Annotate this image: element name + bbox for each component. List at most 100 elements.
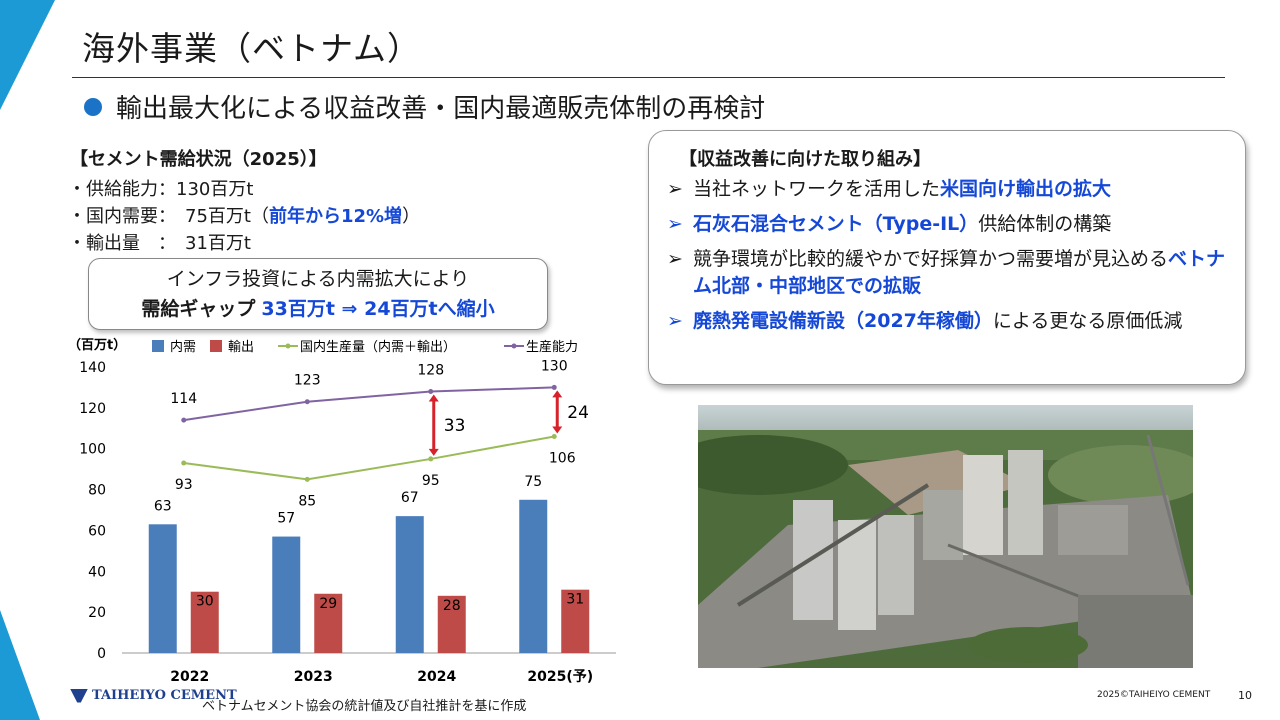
line-point bbox=[428, 456, 434, 462]
initiative-item: ➢ 廃熱発電設備新設（2027年稼働）による更なる原価低減 bbox=[667, 308, 1227, 335]
bar-domestic bbox=[148, 524, 177, 653]
y-tick-label: 40 bbox=[88, 564, 106, 580]
initiatives-heading: 【収益改善に向けた取り組み】 bbox=[679, 149, 931, 170]
x-category-label: 2024 bbox=[417, 669, 456, 685]
y-tick-label: 0 bbox=[97, 646, 106, 662]
bar-data-label: 67 bbox=[401, 490, 419, 506]
bar-export bbox=[190, 591, 219, 653]
bar-domestic bbox=[272, 536, 301, 653]
supply-demand-prefix: ・国内需要： 75百万t（ bbox=[68, 206, 269, 227]
legend-label: 内需 bbox=[170, 339, 196, 355]
gap-summary-value: 33百万t ⇒ 24百万tへ縮小 bbox=[261, 298, 495, 320]
line-data-label: 128 bbox=[417, 363, 444, 379]
gap-summary-line2: 需給ギャップ 33百万t ⇒ 24百万tへ縮小 bbox=[89, 294, 547, 324]
initiative-text: 石灰石混合セメント（Type-IL）供給体制の構築 bbox=[693, 211, 1111, 238]
y-tick-label: 140 bbox=[79, 360, 106, 376]
gap-arrow-head bbox=[552, 390, 563, 398]
supply-demand-highlight: 前年から12%増 bbox=[268, 206, 403, 227]
line-point bbox=[181, 417, 187, 423]
initiatives-list: ➢ 当社ネットワークを活用した米国向け輸出の拡大 ➢ 石灰石混合セメント（Type-I… bbox=[667, 176, 1227, 343]
supply-export: ・輸出量 ： 31百万t bbox=[68, 233, 251, 254]
initiative-post: による更なる原価低減 bbox=[992, 310, 1183, 332]
supply-lines: ・供給能力：130百万t ・国内需要： 75百万t（前年から12%増） ・輸出量… bbox=[68, 176, 420, 257]
initiative-item: ➢ 石灰石混合セメント（Type-IL）供給体制の構築 bbox=[667, 211, 1227, 238]
bar-data-label: 57 bbox=[277, 511, 295, 527]
initiative-text: 当社ネットワークを活用した米国向け輸出の拡大 bbox=[693, 176, 1111, 203]
line-data-label: 123 bbox=[294, 373, 321, 389]
logo-mark-icon bbox=[70, 688, 88, 703]
subtitle: 輸出最大化による収益改善・国内最適販売体制の再検討 bbox=[84, 88, 765, 125]
supply-demand-chart: （百万t） 内需 輸出 国内生産量（内需＋輸出） 生産能力 0 20 40 60 80 100 120… bbox=[68, 337, 616, 685]
company-logo: TAIHEIYO CEMENT bbox=[70, 688, 237, 703]
logo-text: TAIHEIYO CEMENT bbox=[92, 688, 237, 703]
line-data-label: 93 bbox=[175, 477, 193, 493]
bar-data-label: 31 bbox=[566, 592, 584, 608]
gap-arrow-head bbox=[428, 448, 439, 456]
gap-label: 33 bbox=[444, 416, 466, 436]
line-point bbox=[551, 433, 557, 439]
copyright: 2025©TAIHEIYO CEMENT bbox=[1097, 690, 1211, 700]
bar-data-label: 75 bbox=[524, 474, 542, 490]
arrow-bullet-icon: ➢ bbox=[667, 310, 683, 332]
line-data-label: 106 bbox=[549, 450, 576, 466]
gap-summary-box: インフラ投資による内需拡大により 需給ギャップ 33百万t ⇒ 24百万tへ縮小 bbox=[88, 258, 548, 330]
y-tick-label: 120 bbox=[79, 401, 106, 417]
chart-unit-label: （百万t） bbox=[68, 337, 126, 353]
bar-data-label: 63 bbox=[154, 498, 172, 514]
initiatives-panel: 【収益改善に向けた取り組み】 ➢ 当社ネットワークを活用した米国向け輸出の拡大 ➢ 石… bbox=[648, 130, 1246, 385]
initiative-pre: 競争環境が比較的緩やかで好採算かつ需要増が見込める bbox=[693, 248, 1169, 270]
initiative-item: ➢ 当社ネットワークを活用した米国向け輸出の拡大 bbox=[667, 176, 1227, 203]
line-point bbox=[304, 476, 310, 482]
line-point bbox=[304, 399, 310, 405]
initiative-highlight: 米国向け輸出の拡大 bbox=[940, 178, 1112, 200]
source-note: ベトナムセメント協会の統計値及び自社推計を基に作成 bbox=[202, 699, 527, 714]
bar-export bbox=[314, 593, 343, 653]
production-line bbox=[183, 435, 555, 481]
legend-marker bbox=[511, 343, 517, 349]
line-data-label: 85 bbox=[298, 493, 316, 509]
y-tick-label: 20 bbox=[88, 605, 106, 621]
legend-swatch bbox=[210, 340, 222, 352]
page-number: 10 bbox=[1238, 689, 1252, 702]
gap-label: 24 bbox=[567, 403, 589, 423]
initiative-text: 廃熱発電設備新設（2027年稼働）による更なる原価低減 bbox=[693, 308, 1182, 335]
supply-capacity: ・供給能力：130百万t bbox=[68, 179, 254, 200]
bar-domestic bbox=[519, 499, 548, 653]
line-data-label: 114 bbox=[170, 391, 197, 407]
initiative-highlight: 石灰石混合セメント（Type-IL） bbox=[693, 213, 979, 235]
legend-label: 生産能力 bbox=[526, 339, 578, 355]
legend-label: 輸出 bbox=[228, 340, 254, 355]
gap-arrow-head bbox=[428, 394, 439, 402]
initiative-highlight: ベトナム北部・中部地区での拡販 bbox=[693, 248, 1226, 297]
initiative-pre: 当社ネットワークを活用した bbox=[693, 178, 941, 200]
bar-data-label: 29 bbox=[319, 596, 337, 612]
gap-arrow-head bbox=[552, 426, 563, 434]
x-category-label: 2023 bbox=[294, 669, 333, 685]
line-data-label: 95 bbox=[422, 473, 440, 489]
gap-summary-line1: インフラ投資による内需拡大により bbox=[166, 268, 470, 290]
corner-accent-top bbox=[0, 0, 55, 110]
x-category-label: 2022 bbox=[170, 669, 209, 685]
y-tick-label: 80 bbox=[88, 483, 106, 499]
subtitle-text: 輸出最大化による収益改善・国内最適販売体制の再検討 bbox=[116, 94, 766, 124]
bar-export bbox=[437, 595, 466, 653]
initiative-highlight: 廃熱発電設備新設（2027年稼働） bbox=[693, 310, 993, 332]
y-tick-label: 60 bbox=[88, 523, 106, 539]
bar-data-label: 28 bbox=[443, 598, 461, 614]
line-point bbox=[551, 384, 557, 390]
supply-demand: ・国内需要： 75百万t（前年から12%増） bbox=[68, 203, 420, 230]
x-category-label: 2025(予) bbox=[527, 669, 593, 685]
bar-data-label: 30 bbox=[196, 594, 214, 610]
initiative-text: 競争環境が比較的緩やかで好採算かつ需要増が見込めるベトナム北部・中部地区での拡販 bbox=[693, 246, 1227, 300]
arrow-bullet-icon: ➢ bbox=[667, 248, 683, 270]
bullet-dot-icon bbox=[84, 97, 102, 116]
title-divider bbox=[72, 77, 1225, 78]
initiative-item: ➢ 競争環境が比較的緩やかで好採算かつ需要増が見込めるベトナム北部・中部地区での拡… bbox=[667, 246, 1227, 300]
line-point bbox=[181, 460, 187, 466]
arrow-bullet-icon: ➢ bbox=[667, 178, 683, 200]
arrow-bullet-icon: ➢ bbox=[667, 213, 683, 235]
y-tick-label: 100 bbox=[79, 442, 106, 458]
initiative-post: 供給体制の構築 bbox=[978, 213, 1112, 235]
supply-heading: 【セメント需給状況（2025）】 bbox=[70, 149, 327, 170]
page-title: 海外事業（ベトナム） bbox=[82, 29, 422, 68]
